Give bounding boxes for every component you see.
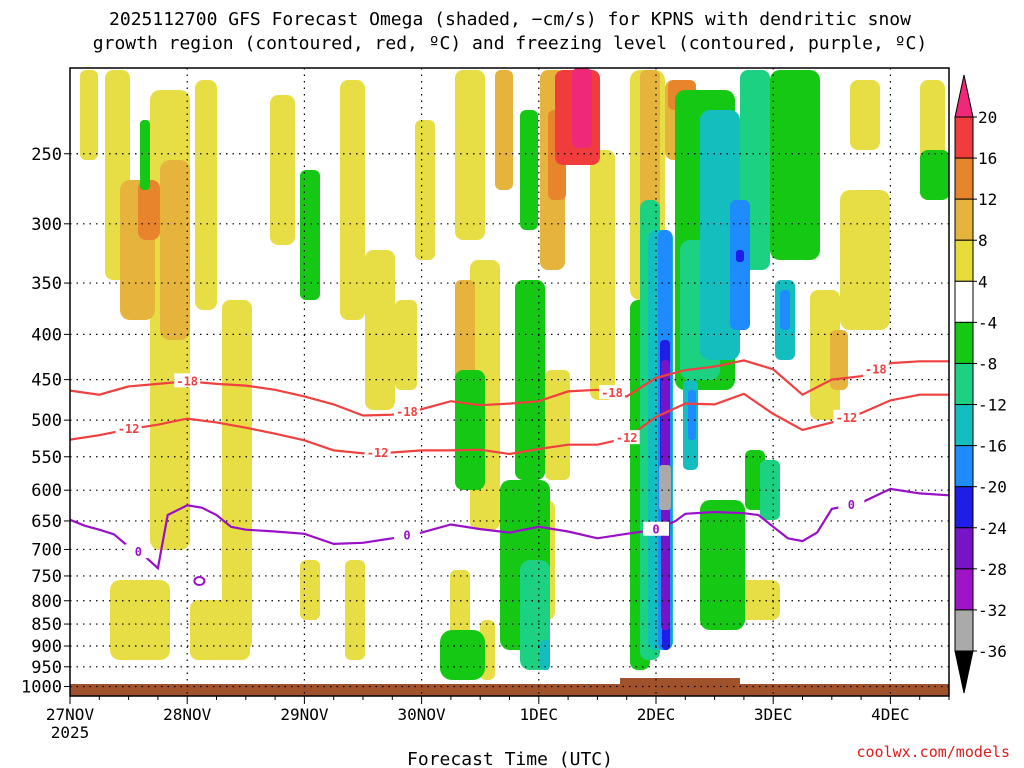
y-tick-label: 600 [31,481,62,501]
watermark: coolwx.com/models [856,743,1010,761]
colorbar-swatch [954,609,974,652]
plot-area: -18 -18 -18 -18 -12 -12 -12 -12 0 0 0 0 [70,68,949,696]
chart-title-line2: growth region (contoured, red, ºC) and f… [93,33,927,54]
y-tick-label: 550 [31,448,62,468]
contour-minus18-label: -18 [396,405,418,419]
y-tick-label: 450 [31,371,62,391]
contour-label-bg [115,421,142,436]
gridlines [70,68,949,696]
x-tick-label: 29NOV [280,705,329,724]
contour-label-bg [862,361,889,376]
colorbar-label: -24 [978,519,1007,538]
contour-freezing-level-label: 0 [135,545,142,559]
colorbar-swatch [954,404,974,447]
colorbar-label: 12 [978,190,997,209]
y-tick-label: 750 [31,567,62,587]
contour-minus18-label: -18 [176,374,198,388]
y-tick-label: 700 [31,540,62,560]
contour-minus12-label: -12 [118,422,140,436]
colorbar-top-arrow [954,74,974,118]
contour-freezing-level [70,487,949,571]
omega-shading [70,68,949,696]
contour-minus12-label: -12 [836,411,858,425]
colorbar-label: 4 [978,272,988,291]
chart-title-line1: 2025112700 GFS Forecast Omega (shaded, −… [109,9,911,30]
y-tick-label: 350 [31,274,62,294]
colorbar-label: -32 [978,601,1007,620]
colorbar-label: -12 [978,396,1007,415]
contour-label-bg [364,444,391,459]
colorbar-label: -16 [978,437,1007,456]
colorbar-swatch [954,527,974,570]
ground-bump [620,678,740,688]
x-tick-sublabel: 2025 [51,723,90,742]
contour-freezing-level-label: 0 [403,528,410,542]
contour-label-bg [643,521,669,536]
contour-minus12-label: -12 [616,431,638,445]
colorbar-swatch [954,280,974,323]
contour-label-bg [393,527,420,542]
contour-label-bg [838,496,865,511]
colorbar-swatch [954,116,974,159]
colorbar-label: 20 [978,108,997,127]
contour-minus12 [70,392,949,456]
colorbar-swatch [954,321,974,364]
temperature-contours: -18 -18 -18 -18 -12 -12 -12 -12 0 0 0 0 [70,359,949,587]
contour-freezing-level-label: 0 [848,498,855,512]
y-tick-label: 400 [31,325,62,345]
contour-label-bg [599,385,626,400]
contour-minus18-label: -18 [601,386,623,400]
colorbar-label: -28 [978,560,1007,579]
colorbar-label: -4 [978,313,997,332]
contour-minus18 [70,359,949,417]
y-tick-label: 500 [31,411,62,431]
colorbar-label: -20 [978,478,1007,497]
y-tick-label: 650 [31,512,62,532]
x-tick-label: 27NOV [46,705,95,724]
contour-minus12-label: -12 [367,446,389,460]
colorbar-label: -36 [978,642,1007,661]
x-tick-label: 1DEC [520,705,559,724]
x-tick-label: 4DEC [871,705,910,724]
colorbar-label: 16 [978,149,997,168]
y-tick-label: 850 [31,615,62,635]
colorbar-swatch [954,362,974,406]
colorbar-swatch [954,486,974,529]
colorbar-bottom-arrow [954,650,974,694]
colorbar-label: 8 [978,231,988,250]
contour-label-bg [125,544,152,559]
contour-label-bg [174,373,201,388]
y-axis: 2503003504004505005506006507007508008509… [21,145,70,698]
x-axis-label: Forecast Time (UTC) [407,749,613,768]
y-tick-label: 300 [31,215,62,235]
y-tick-label: 250 [31,145,62,165]
y-tick-label: 900 [31,637,62,657]
x-tick-label: 3DEC [754,705,793,724]
colorbar-swatch [954,445,974,488]
contour-label-bg [833,409,860,424]
x-tick-label: 28NOV [163,705,212,724]
x-tick-label: 30NOV [398,705,447,724]
colorbar-swatch [954,157,974,200]
y-tick-label: 800 [31,592,62,612]
contour-label-bg [393,403,420,418]
y-tick-label: 950 [31,658,62,678]
colorbar-swatch [954,568,974,611]
freezing-level-island [193,576,206,587]
y-tick-label: 1000 [21,678,62,698]
ground-strip [70,684,949,696]
colorbar-swatch [954,239,974,282]
x-tick-label: 2DEC [637,705,676,724]
colorbar-label: -8 [978,354,997,373]
contour-minus18-label: -18 [865,363,887,377]
contour-label-bg [613,430,640,445]
colorbar-swatch [954,198,974,241]
colorbar: 20 16 12 8 4 -4 -8 -12 -16 -20 -24 -28 -32 -36 [954,74,1007,694]
contour-freezing-level-label: 0 [652,523,659,537]
